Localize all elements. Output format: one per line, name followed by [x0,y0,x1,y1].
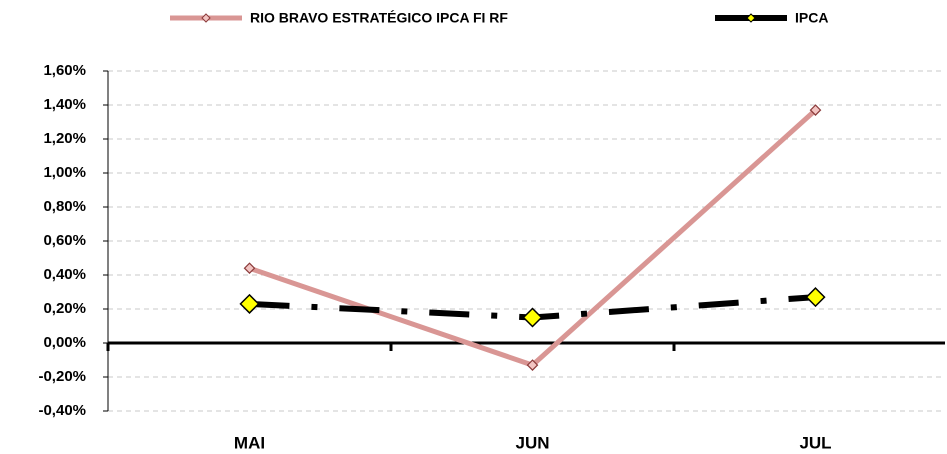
y-tick-label: -0,40% [38,402,86,419]
x-tick-label: MAI [234,433,265,452]
marker [239,293,260,314]
x-tick-label: JUN [515,433,549,452]
y-tick-label: 1,60% [43,62,86,79]
y-tick-label: 0,00% [43,334,86,351]
y-tick-label: 0,80% [43,198,86,215]
marker [243,262,256,275]
x-tick-label: JUL [799,433,831,452]
legend-marker [201,13,211,23]
y-tick-label: 1,20% [43,130,86,147]
y-tick-label: 0,60% [43,232,86,249]
marker [526,359,539,371]
legend-label: IPCA [795,10,828,26]
y-tick-label: 1,40% [43,96,86,113]
marker [522,307,543,328]
y-tick-label: 1,00% [43,164,86,181]
y-tick-label: 0,40% [43,266,86,283]
y-tick-label: 0,20% [43,300,86,317]
marker [809,104,822,116]
y-tick-label: -0,20% [38,368,86,385]
legend-marker [746,13,756,23]
legend-label: RIO BRAVO ESTRATÉGICO IPCA FI RF [250,10,508,26]
marker [805,287,826,308]
